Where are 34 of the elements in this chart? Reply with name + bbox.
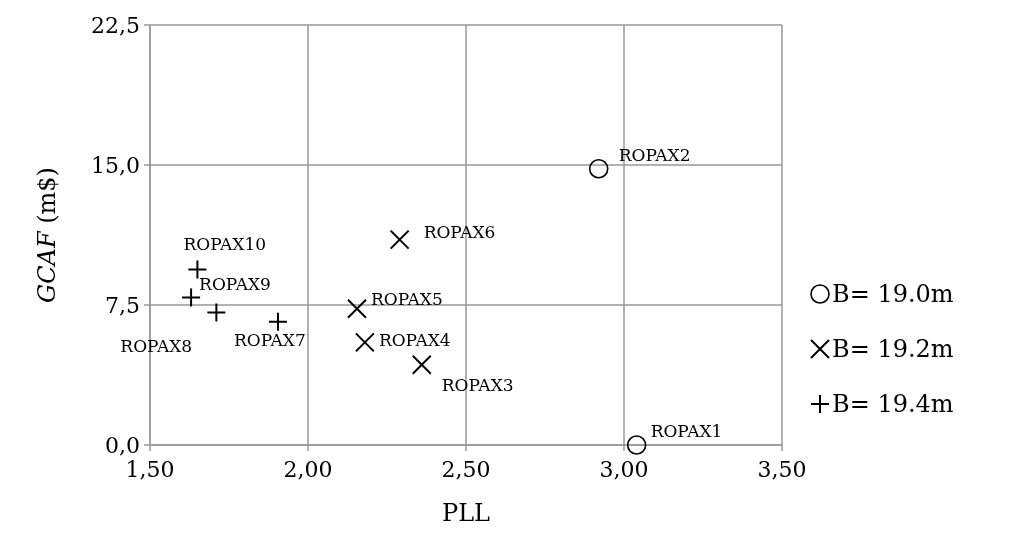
annotation: ROPAX2 — [618, 144, 691, 165]
annotation: ROPAX3 — [441, 374, 514, 395]
annotation: ROPAX10 — [183, 233, 267, 254]
y-axis-title: GCAF (m$) — [33, 167, 61, 303]
x-axis-title: PLL — [441, 499, 491, 527]
legend-label: B= 19.2m — [832, 335, 954, 363]
annotation: ROPAX5 — [370, 288, 443, 309]
point — [187, 259, 208, 280]
y-tick-label: 15,0 — [91, 153, 140, 178]
x-tick-label: 2,00 — [283, 457, 333, 482]
point — [626, 435, 647, 455]
point — [267, 311, 288, 332]
point — [411, 354, 432, 375]
x-tick-label: 3,00 — [599, 457, 649, 482]
annotation: ROPAX8 — [120, 336, 193, 357]
annotation: ROPAX7 — [233, 329, 306, 350]
y-tick-label: 0,0 — [105, 433, 140, 458]
annotation: ROPAX6 — [423, 221, 496, 242]
y-tick-label: 22,5 — [91, 13, 140, 38]
point — [346, 298, 367, 319]
legend-label: B= 19.0m — [832, 280, 954, 308]
point — [354, 332, 375, 353]
point — [206, 302, 227, 323]
annotation: ROPAX9 — [199, 273, 271, 294]
y-tick-label: 7,5 — [105, 293, 140, 318]
legend-label: B= 19.4m — [832, 390, 954, 418]
point — [588, 158, 609, 179]
x-tick-label: 3,50 — [757, 457, 807, 482]
annotation: ROPAX4 — [378, 330, 451, 351]
x-tick-label: 2,50 — [441, 457, 491, 482]
point — [389, 229, 410, 250]
annotation: ROPAX1 — [650, 421, 723, 441]
x-tick-label: 1,50 — [125, 457, 175, 482]
point — [181, 287, 202, 308]
